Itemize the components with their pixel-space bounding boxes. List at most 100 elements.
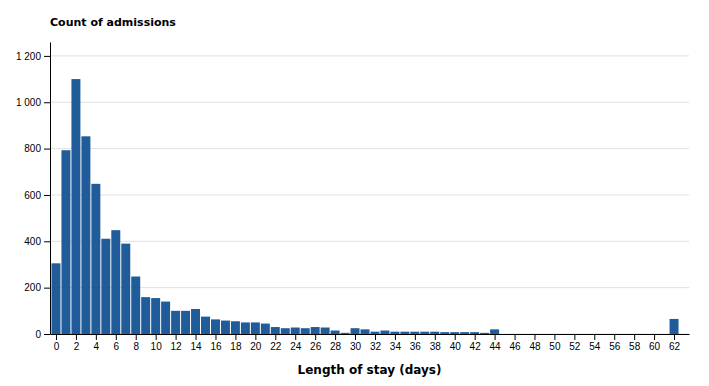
tick-mark [335,334,336,340]
bar [91,184,100,334]
tick-label: 200 [24,282,41,293]
grid-line [50,102,689,103]
bar [460,332,469,334]
bar [271,327,280,334]
x-tick: 20 [250,334,262,352]
bar [241,322,250,334]
bar [121,244,130,334]
plot-area [51,79,678,334]
tick-mark [44,334,50,335]
tick-label: 24 [290,341,302,352]
tick-label: 2 [74,341,80,352]
bar [251,322,260,334]
grid-line [50,55,689,56]
x-tick: 58 [629,334,641,352]
tick-label: 12 [171,341,183,352]
tick-label: 48 [529,341,541,352]
bar [331,331,340,334]
bar [51,263,60,334]
tick-mark [275,334,276,340]
bar [111,230,120,334]
tick-label: 14 [190,341,202,352]
tick-label: 22 [270,341,282,352]
bar [141,297,150,334]
axis-line [51,334,690,335]
bar [81,136,90,334]
tick-label: 58 [629,341,641,352]
bar [181,311,190,334]
tick-mark [56,334,57,340]
tick-label: 44 [490,341,502,352]
x-tick: 50 [549,334,561,352]
grid-line [50,148,689,149]
tick-mark [295,334,296,340]
tick-label: 38 [430,341,442,352]
tick-mark [255,334,256,340]
tick-mark [44,149,50,150]
x-tick: 44 [490,334,502,352]
bar [151,298,160,334]
bar [390,332,399,334]
tick-label: 1 000 [16,97,41,108]
x-tick: 6 [114,334,120,352]
bar [301,328,310,334]
tick-label: 26 [310,341,322,352]
tick-label: 18 [230,341,242,352]
bar [221,321,230,334]
bar [61,150,70,334]
tick-mark [136,334,137,340]
bar [351,328,360,334]
x-tick: 24 [290,334,302,352]
tick-label: 400 [24,236,41,247]
x-tick: 18 [230,334,242,352]
bar [380,331,389,334]
x-tick: 52 [569,334,581,352]
bar [321,328,330,334]
bar [480,333,489,334]
bar [490,329,499,334]
tick-label: 0 [35,329,41,340]
tick-label: 8 [133,341,139,352]
bar [430,332,439,334]
tick-mark [44,241,50,242]
tick-label: 46 [509,341,521,352]
bar [161,302,170,334]
bar [370,332,379,334]
bar [291,328,300,334]
x-axis-title: Length of stay (days) [298,363,442,377]
tick-mark [315,334,316,340]
tick-mark [475,334,476,340]
tick-mark [594,334,595,340]
tick-mark [634,334,635,340]
x-tick: 2 [74,334,80,352]
tick-mark [196,334,197,340]
bar [420,332,429,334]
bar [440,332,449,334]
tick-mark [235,334,236,340]
tick-mark [156,334,157,340]
x-tick: 14 [190,334,202,352]
axis-line [50,43,51,335]
tick-label: 42 [470,341,482,352]
tick-label: 54 [589,341,601,352]
tick-mark [415,334,416,340]
tick-label: 50 [549,341,561,352]
tick-label: 20 [250,341,262,352]
y-axis-title: Count of admissions [50,16,176,29]
tick-label: 36 [410,341,422,352]
x-tick: 4 [94,334,100,352]
tick-mark [674,334,675,340]
tick-label: 32 [370,341,382,352]
tick-mark [435,334,436,340]
bar [361,329,370,334]
x-tick: 16 [210,334,222,352]
bar [470,332,479,334]
x-tick: 22 [270,334,282,352]
tick-label: 800 [24,143,41,154]
tick-mark [116,334,117,340]
tick-mark [44,195,50,196]
bar [670,319,679,334]
bar [71,79,80,334]
tick-mark [44,102,50,103]
bar [131,277,140,334]
